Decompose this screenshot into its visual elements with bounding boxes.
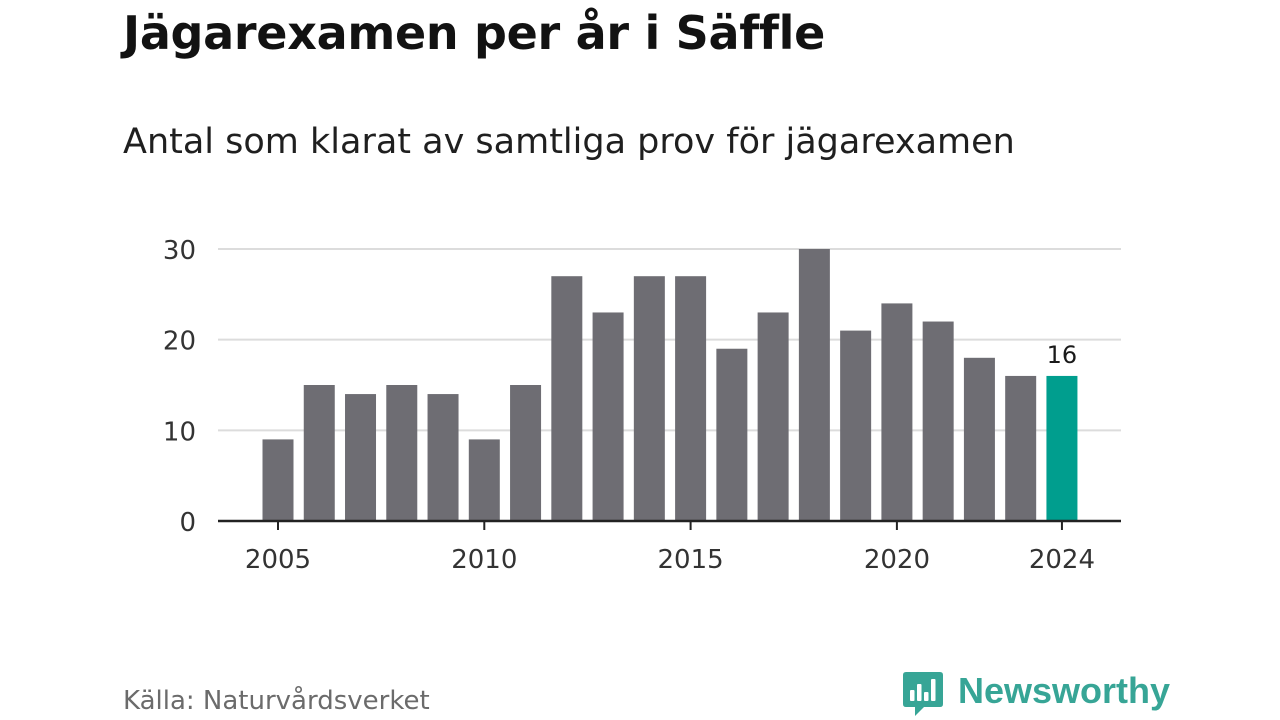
bar-2011 — [510, 385, 542, 521]
bar-2010 — [468, 439, 500, 521]
x-tick-label: 2015 — [658, 545, 724, 575]
bar-2017 — [757, 312, 789, 521]
y-tick-label: 30 — [163, 236, 196, 266]
bar-2018 — [798, 249, 830, 521]
bar-2006 — [303, 385, 335, 521]
y-tick-label: 0 — [179, 508, 196, 538]
bar-2012 — [551, 276, 583, 521]
y-tick-label: 10 — [163, 417, 196, 447]
bar-2022 — [963, 357, 995, 521]
bar-2013 — [592, 312, 624, 521]
bar-2005 — [262, 439, 294, 521]
bar-2015 — [675, 276, 707, 521]
bars — [262, 249, 1078, 521]
chart-title: Jägarexamen per år i Säffle — [123, 6, 826, 60]
source-note: Källa: Naturvårdsverket — [123, 686, 430, 716]
x-tick-label: 2010 — [451, 545, 517, 575]
chat-bars-icon — [903, 672, 943, 716]
bar-chart: 0 10 20 30 16 2005 2010 2015 2020 2024 — [163, 236, 1121, 575]
tick-labels: 0 10 20 30 16 2005 2010 2015 2020 2024 — [163, 236, 1095, 575]
bar-2009 — [427, 394, 459, 521]
brand-name: Newsworthy — [958, 670, 1171, 711]
x-tick-label: 2005 — [245, 545, 311, 575]
x-tick-label: 2024 — [1029, 545, 1095, 575]
bar-2021 — [922, 321, 954, 521]
x-tick-label: 2020 — [864, 545, 930, 575]
bar-2023 — [1005, 375, 1037, 521]
bar-2016 — [716, 348, 748, 521]
bar-value-label: 16 — [1047, 341, 1078, 369]
bar-2014 — [633, 276, 665, 521]
x-axis — [218, 519, 1121, 530]
newsworthy-logo: Newsworthy — [902, 670, 1170, 720]
chart-subtitle: Antal som klarat av samtliga prov för jä… — [123, 122, 1015, 162]
bar-2008 — [386, 385, 418, 521]
bar-2024 — [1046, 375, 1078, 521]
y-tick-label: 20 — [163, 327, 196, 357]
bar-2019 — [840, 330, 872, 521]
bar-2007 — [345, 394, 377, 521]
bar-2020 — [881, 303, 913, 521]
